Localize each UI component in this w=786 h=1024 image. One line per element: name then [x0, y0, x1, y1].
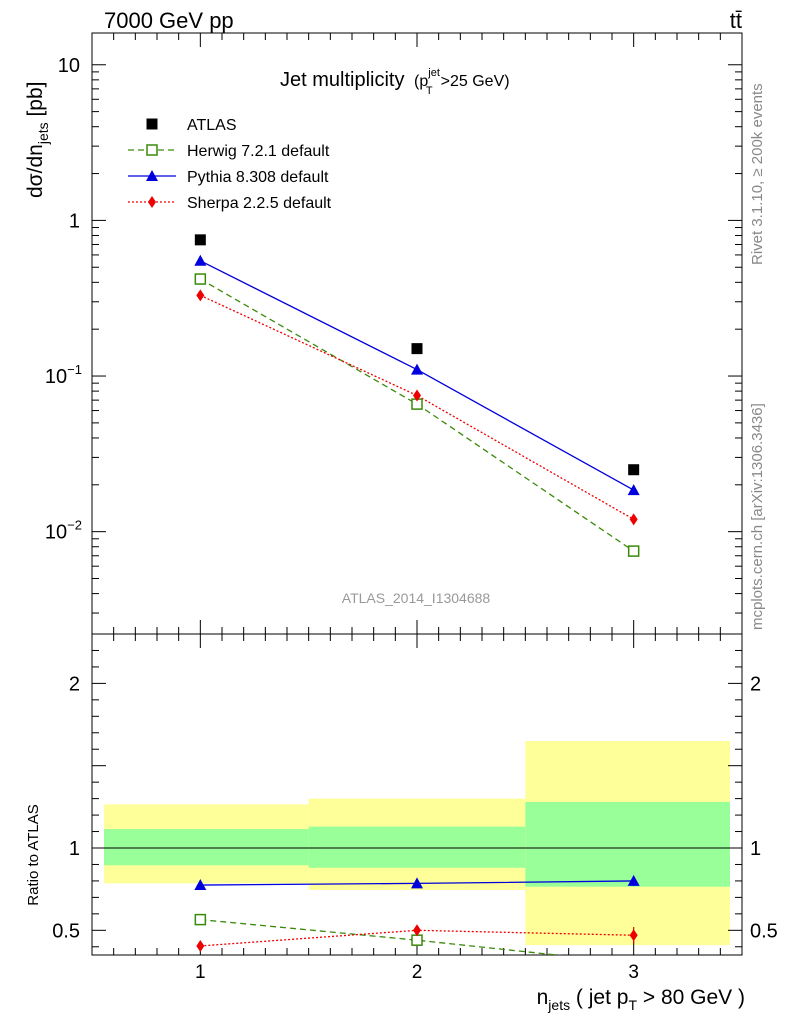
ratio-sherpa-point [196, 939, 205, 952]
pythia-point [194, 254, 207, 266]
ratio-herwig-line [200, 918, 563, 955]
ratio-y-tick-label: 2 [69, 673, 80, 695]
herwig-point [194, 273, 207, 285]
ratio-herwig-point [194, 913, 207, 926]
ratio-band-stat [104, 829, 309, 866]
legend-pythia-marker [146, 170, 158, 181]
sherpa-point [629, 513, 638, 526]
ratio-y-tick-label-right: 0.5 [750, 920, 778, 942]
plot-title: Jet multiplicity (pjet T>25 GeV) [280, 67, 510, 97]
ratio-panel: 1 2 3 2 2 1 1 0.5 0.5 [52, 633, 778, 983]
legend-sherpa-label: Sherpa 2.2.5 default [187, 195, 332, 212]
sherpa-line [200, 294, 634, 520]
sherpa-point [413, 389, 421, 402]
ratio-band-stat [525, 801, 730, 887]
ratio-y-label: Ratio to ATLAS [25, 804, 42, 905]
legend-atlas-label: ATLAS [187, 117, 237, 134]
rivet-label: Rivet 3.1.10, ≥ 200k events [749, 83, 766, 265]
source-label: mcplots.cern.ch [arXiv:1306.3436] [749, 403, 766, 630]
analysis-id: ATLAS_2014_I1304688 [342, 590, 491, 606]
y-tick-label: 10−2 [45, 518, 82, 544]
ratio-band-stat [308, 826, 526, 868]
ratio-sherpa-point [413, 924, 421, 937]
herwig-point [627, 545, 640, 557]
pythia-line [200, 260, 634, 491]
legend-pythia-label: Pythia 8.308 default [187, 169, 329, 186]
legend-sherpa-marker [148, 196, 156, 208]
y-tick-label: 10 [58, 55, 80, 77]
ratio-pythia-point [194, 879, 207, 891]
atlas-point [411, 343, 423, 355]
ratio-y-tick-label-right: 2 [750, 673, 761, 695]
legend-atlas-marker [146, 118, 158, 130]
ratio-y-tick-label-right: 1 [750, 838, 761, 860]
legend-herwig-label: Herwig 7.2.1 default [187, 143, 330, 160]
energy-label: 7000 GeV pp [104, 8, 234, 33]
pythia-point [627, 484, 640, 496]
y-tick-label: 10−1 [45, 362, 82, 388]
process-label: tt̄ [730, 8, 742, 33]
main-panel: 10 1 10−1 10−2 ATLAS Herwig 7.2.1 default Pyth… [45, 32, 743, 635]
x-tick-label: 1 [195, 962, 206, 983]
y-tick-label: 1 [69, 210, 80, 232]
x-tick-label: 2 [412, 962, 423, 983]
pythia-point [411, 363, 423, 375]
atlas-point [628, 464, 640, 476]
ratio-y-tick-label: 0.5 [52, 920, 80, 942]
x-axis-label: njets ( jet pT > 80 GeV ) [537, 986, 745, 1013]
atlas-point [194, 234, 206, 246]
herwig-line [200, 278, 635, 552]
sherpa-point [196, 289, 205, 302]
ratio-pythia-point [411, 877, 423, 889]
main-y-label: dσ/dnjets [pb] [24, 81, 51, 198]
x-tick-label: 3 [628, 962, 639, 983]
legend-herwig-marker [146, 144, 158, 156]
ratio-y-tick-label: 1 [69, 838, 80, 860]
ratio-herwig-point [411, 934, 423, 946]
